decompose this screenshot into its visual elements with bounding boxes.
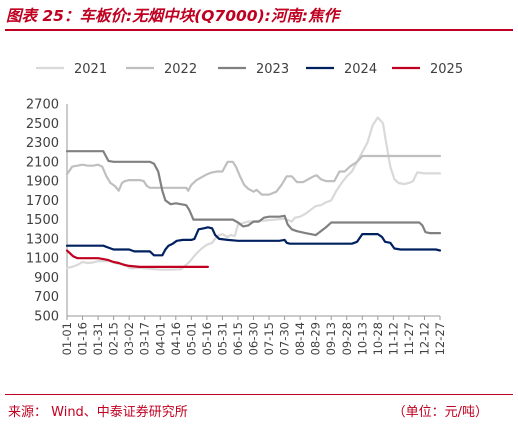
x-tick-label: 08-29	[309, 322, 323, 355]
y-tick-label: 1500	[26, 213, 59, 228]
legend-label-2022: 2022	[164, 62, 197, 77]
series-group	[65, 116, 442, 271]
x-tick-label: 01-16	[76, 322, 90, 355]
x-tick-label: 09-28	[340, 322, 354, 355]
x-tick-label: 05-01	[184, 322, 198, 355]
y-tick-label: 900	[34, 271, 59, 286]
series-line-2022	[65, 154, 442, 196]
series-line-2024	[65, 226, 442, 257]
footer-divider	[5, 394, 513, 395]
legend-label-2024: 2024	[344, 62, 377, 77]
source-note: 来源： Wind、中泰证券研究所	[8, 405, 188, 420]
y-tick-label: 2700	[26, 98, 59, 113]
x-tick-label: 09-13	[324, 322, 338, 355]
title-divider	[5, 29, 513, 31]
legend-label-2025: 2025	[430, 62, 463, 77]
chart: 2021 2022 2023 2024 2025 500 700 900 1100 1300 15…	[0, 34, 518, 388]
y-tick-label: 1300	[26, 232, 59, 247]
y-tick-label: 1900	[26, 175, 59, 190]
unit-note: （单位：元/吨）	[392, 405, 488, 420]
y-tick-label: 1100	[26, 252, 59, 267]
legend: 2021 2022 2023 2024 2025	[36, 62, 463, 77]
x-tick-label: 02-15	[107, 322, 121, 355]
x-tick-label: 07-15	[262, 322, 276, 355]
x-tick-label: 04-16	[169, 322, 183, 355]
series-line-2023	[65, 150, 442, 237]
x-tick-label: 10-28	[371, 322, 385, 355]
series-line-2021	[65, 116, 442, 271]
x-axis: 01-01 01-16 01-31 02-15 03-02 03-17 04-01 04-16…	[60, 315, 447, 355]
chart-canvas: 2021 2022 2023 2024 2025 500 700 900 1100 1300 15…	[26, 62, 463, 355]
legend-label-2023: 2023	[256, 62, 289, 77]
x-tick-label: 07-30	[278, 322, 292, 355]
y-tick-label: 2100	[26, 155, 59, 170]
legend-label-2021: 2021	[74, 62, 107, 77]
x-tick-label: 03-17	[138, 322, 152, 355]
y-tick-label: 1700	[26, 194, 59, 209]
x-tick-label: 06-15	[231, 322, 245, 355]
y-tick-label: 500	[34, 310, 59, 325]
x-tick-label: 06-30	[247, 322, 261, 355]
y-tick-label: 700	[34, 290, 59, 305]
x-tick-label: 12-12	[417, 322, 431, 355]
y-axis: 500 700 900 1100 1300 1500 1700 1900 2100 2300 250…	[26, 98, 68, 325]
x-tick-label: 03-02	[122, 322, 136, 355]
x-tick-label: 11-27	[402, 322, 416, 355]
x-tick-label: 05-31	[215, 322, 229, 355]
x-tick-label: 08-14	[293, 322, 307, 355]
x-tick-label: 11-12	[386, 322, 400, 355]
series-line-2025	[65, 249, 209, 268]
x-tick-label: 01-31	[91, 322, 105, 355]
y-tick-label: 2300	[26, 136, 59, 151]
x-tick-label: 10-13	[355, 322, 369, 355]
x-tick-label: 12-27	[433, 322, 447, 355]
chart-title: 图表 25：车板价:无烟中块(Q7000):河南:焦作	[6, 7, 340, 25]
x-tick-label: 04-01	[153, 322, 167, 355]
y-tick-label: 2500	[26, 117, 59, 132]
x-tick-label: 05-16	[200, 322, 214, 355]
x-tick-label: 01-01	[60, 322, 74, 355]
